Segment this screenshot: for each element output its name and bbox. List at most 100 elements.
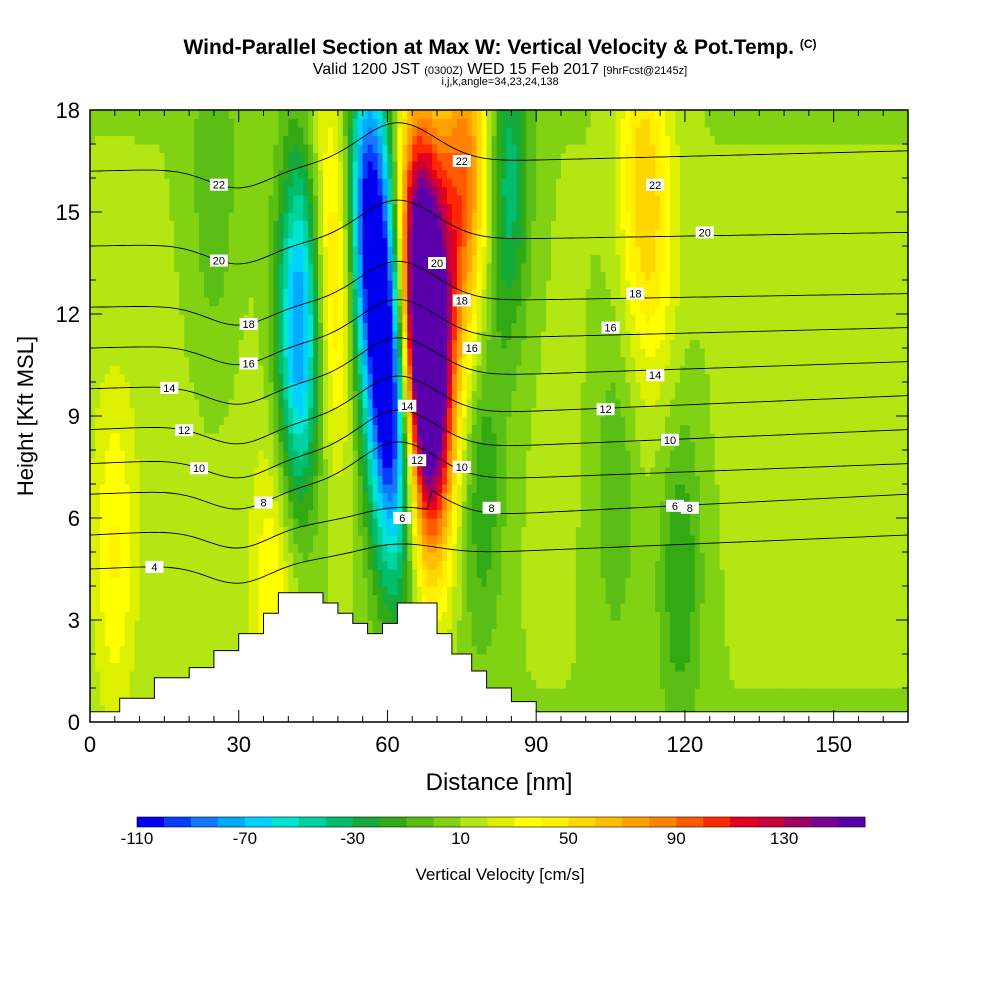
field-cell [650,467,656,477]
field-cell [194,492,200,502]
field-cell [258,467,265,477]
field-cell [828,475,835,485]
field-cell [253,594,260,604]
field-cell [635,586,641,596]
field-cell [838,620,845,630]
field-cell [347,509,354,519]
field-cell [729,492,736,502]
field-cell [600,594,607,604]
field-cell [655,637,661,647]
field-cell [903,577,908,587]
field-cell [169,509,175,519]
field-cell [461,603,468,613]
field-cell [377,501,384,511]
field-cell [129,569,136,579]
field-cell [764,475,770,485]
field-cell [843,577,850,587]
field-cell [665,509,671,519]
field-cell [818,594,825,604]
field-cell [560,611,567,621]
field-cell [551,671,557,681]
field-cell [808,620,815,630]
field-cell [813,484,820,494]
field-cell [858,688,864,698]
field-cell [461,492,468,502]
field-cell [109,688,116,698]
field-cell [744,509,750,519]
field-cell [759,671,765,681]
field-cell [481,535,488,545]
field-cell [645,492,651,502]
field-cell [456,586,463,596]
field-cell [848,543,855,553]
field-cell [580,586,587,596]
field-cell [625,696,631,706]
field-cell [645,696,651,706]
field-cell [109,543,116,553]
field-cell [813,705,820,715]
field-cell [823,501,830,511]
field-cell [461,535,468,545]
field-cell [704,526,711,536]
field-cell [194,475,200,485]
field-cell [531,543,537,553]
field-cell [526,662,532,672]
field-cell [560,518,567,528]
field-cell [650,509,656,519]
field-cell [818,637,825,647]
field-cell [694,705,701,715]
field-cell [580,645,587,655]
field-cell [808,654,815,664]
field-cell [357,586,364,596]
field-cell [650,637,656,647]
field-cell [898,552,904,562]
field-cell [323,560,329,570]
field-cell [714,492,721,502]
field-cell [898,569,904,579]
field-cell [853,518,860,528]
field-cell [184,501,190,511]
field-cell [749,662,755,672]
field-cell [323,492,329,502]
field-cell [337,543,344,553]
field-cell [620,611,627,621]
field-cell [630,594,636,604]
field-cell [893,679,899,689]
field-cell [164,535,170,545]
field-cell [308,484,314,494]
field-cell [784,569,790,579]
field-cell [104,543,111,553]
field-cell [94,501,101,511]
field-cell [774,603,780,613]
field-cell [90,526,96,536]
field-cell [501,611,508,621]
field-cell [541,535,547,545]
field-cell [179,594,185,604]
field-cell [318,560,324,570]
field-cell [501,671,508,681]
field-cell [838,484,845,494]
field-cell [248,560,255,570]
field-cell [858,620,864,630]
field-cell [367,475,374,485]
field-cell [337,475,344,485]
field-cell [541,696,547,706]
field-cell [575,637,582,647]
field-cell [808,577,815,587]
field-cell [99,696,106,706]
field-cell [684,603,691,613]
field-cell [590,688,597,698]
field-cell [129,645,136,655]
field-cell [739,594,745,604]
field-cell [595,569,602,579]
field-cell [541,705,547,715]
field-cell [674,645,681,655]
field-cell [605,552,612,562]
field-cell [382,501,389,511]
field-cell [883,560,889,570]
field-cell [441,577,448,587]
field-cell [823,645,830,655]
field-cell [194,526,200,536]
field-cell [501,543,508,553]
field-cell [699,671,706,681]
